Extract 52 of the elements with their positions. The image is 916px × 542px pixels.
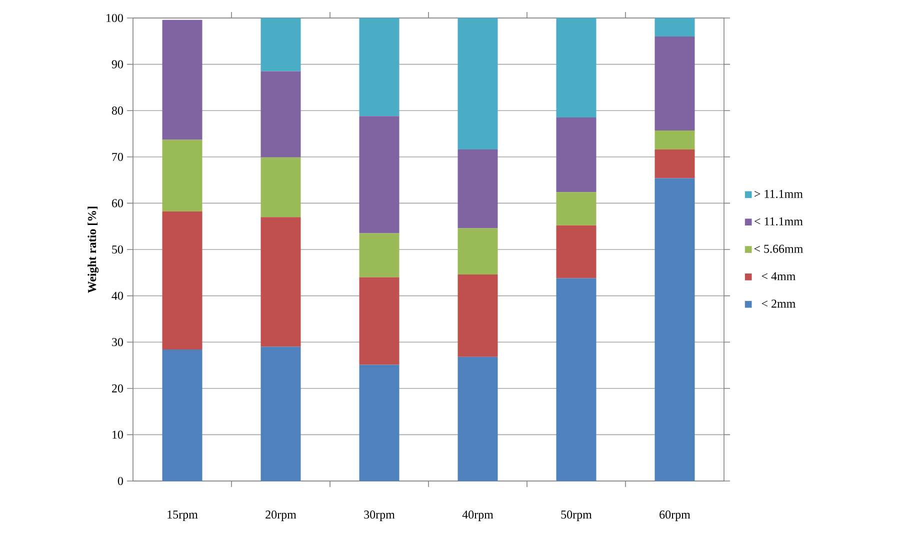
y-tick-label: 80 [112,106,124,115]
y-tick-label: 70 [112,152,124,161]
bar [458,356,498,481]
bar [556,278,596,481]
bar [162,350,202,481]
bar [260,157,301,218]
bar [359,18,400,116]
y-axis-title: Weight ratio [%] [88,206,99,293]
bar [654,36,695,131]
y-tick-label: 10 [112,430,124,439]
y-tick-label: 20 [112,384,124,392]
bar [260,346,301,481]
bar [556,225,596,278]
y-tick-label: 40 [112,292,124,300]
legend-label: < 2mm [762,300,796,308]
bar [556,18,596,118]
bar [654,178,695,481]
legend-label: < 11.1mm [754,217,803,226]
y-tick-label: 0 [118,476,124,486]
bar [359,364,400,481]
bar [654,18,695,37]
legend-label: > 11.1mm [754,190,803,198]
y-tick-label: 30 [112,338,124,346]
bar [162,212,202,350]
legend-label: < 5.66mm [754,244,803,253]
bar [162,140,202,212]
y-tick-label: 60 [112,199,124,208]
bar [556,118,596,192]
x-tick-label: 20rpm [266,510,296,522]
x-tick-label: 30rpm [364,510,395,522]
bar [260,18,301,72]
bar [458,274,498,357]
bar [556,192,596,226]
x-tick-label: 40rpm [462,510,494,522]
bar [359,116,400,234]
y-tick-label: 50 [112,245,124,254]
y-tick-label: 100 [106,14,124,22]
x-tick-label: 60rpm [660,510,690,522]
legend-label: < 4mm [762,272,796,280]
bar [359,233,400,278]
x-tick-label: 50rpm [561,510,592,522]
bar [260,71,301,158]
bar [260,217,301,347]
y-tick-label: 90 [112,60,124,68]
x-tick-label: 15rpm [168,510,198,522]
bar [654,149,695,178]
bar [162,20,202,140]
bar [458,149,498,228]
bar [359,277,400,365]
bar [458,228,498,274]
bar [458,18,498,150]
bar [654,130,695,150]
